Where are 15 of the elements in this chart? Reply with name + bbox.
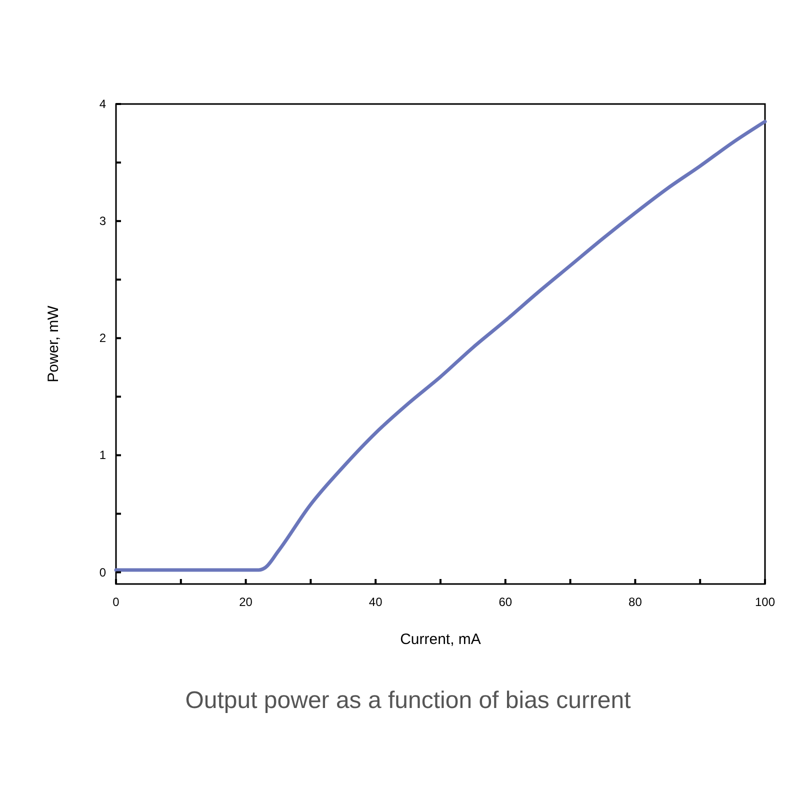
y-tick-label: 3 bbox=[99, 214, 106, 228]
x-tick-label: 80 bbox=[628, 595, 642, 609]
text: Output power as a function of bias current bbox=[185, 687, 632, 714]
line-series bbox=[114, 120, 767, 572]
y-tick-label: 0 bbox=[99, 565, 106, 580]
x-tick-label: 60 bbox=[498, 595, 512, 609]
x-tick-label: 40 bbox=[368, 595, 383, 609]
y-tick-label: 1 bbox=[99, 448, 106, 462]
y-tick-label: 2 bbox=[99, 331, 106, 346]
x-tick-label: 0 bbox=[112, 595, 120, 609]
y-tick-label: 4 bbox=[99, 97, 106, 111]
x-axis-title: Current, mA bbox=[400, 631, 481, 648]
y-axis-title: Power, mW bbox=[45, 304, 62, 382]
x-tick-label: 100 bbox=[754, 595, 776, 609]
x-tick-label: 20 bbox=[239, 595, 253, 609]
